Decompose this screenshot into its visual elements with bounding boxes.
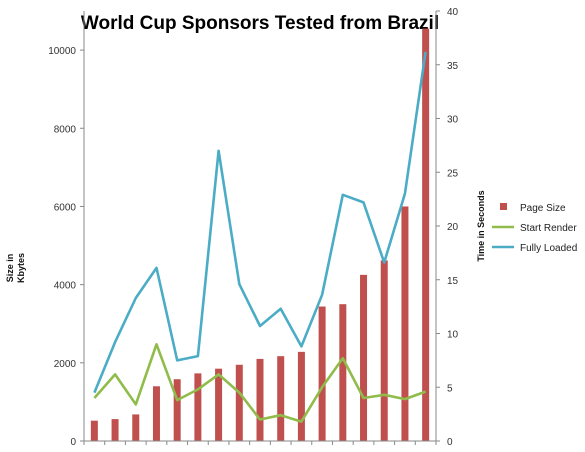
bar (215, 368, 223, 441)
bar (90, 420, 98, 441)
bar (339, 304, 347, 441)
bar (256, 358, 264, 441)
axes: 0 2000 4000 6000 8000 10000 0 5 10 15 20 25 30 35 40 (48, 7, 458, 448)
bar (152, 386, 160, 441)
y-right-tick-label: 10 (447, 330, 459, 341)
bar (360, 274, 368, 441)
bar-series (90, 28, 430, 441)
y-right-tick-label: 25 (447, 168, 459, 179)
legend-label: Fully Loaded (520, 243, 577, 254)
y-right-tick-label: 35 (447, 61, 459, 72)
y-right-tick-label: 40 (447, 7, 459, 18)
bar (380, 260, 388, 441)
bar (297, 351, 305, 441)
y-left-tick-label: 4000 (54, 281, 77, 292)
y-right-tick-label: 5 (447, 383, 453, 394)
bar (422, 28, 430, 441)
y-axis-left-title-line-1: Size in (5, 254, 15, 283)
bar (401, 206, 409, 441)
line-series (93, 51, 427, 423)
series-line (93, 51, 427, 394)
y-axis-left-title-line-2: Kbytes (16, 253, 26, 283)
y-right-tick-label: 15 (447, 276, 459, 287)
legend: Page Size Start Render Fully Loaded (492, 203, 577, 254)
y-right-tick-label: 30 (447, 115, 459, 126)
y-left-tick-label: 8000 (54, 124, 77, 135)
y-left-tick-label: 6000 (54, 202, 77, 213)
bar (277, 356, 285, 441)
legend-label: Page Size (520, 203, 566, 214)
legend-label: Start Render (520, 223, 577, 234)
y-axis-right-title: Time in Seconds (476, 190, 486, 261)
series-line (93, 342, 427, 423)
bar (132, 414, 140, 441)
y-right-tick-label: 20 (447, 222, 459, 233)
bar (318, 306, 326, 441)
legend-swatch (500, 203, 507, 210)
y-left-tick-label: 2000 (54, 359, 77, 370)
y-left-tick-label: 0 (70, 437, 76, 448)
chart-title: World Cup Sponsors Tested from Brazil (81, 13, 439, 34)
bar (173, 379, 181, 441)
bar (111, 419, 119, 441)
bar (235, 364, 243, 441)
bar (194, 373, 202, 441)
y-left-tick-label: 10000 (48, 46, 76, 57)
y-right-tick-label: 0 (447, 437, 453, 448)
